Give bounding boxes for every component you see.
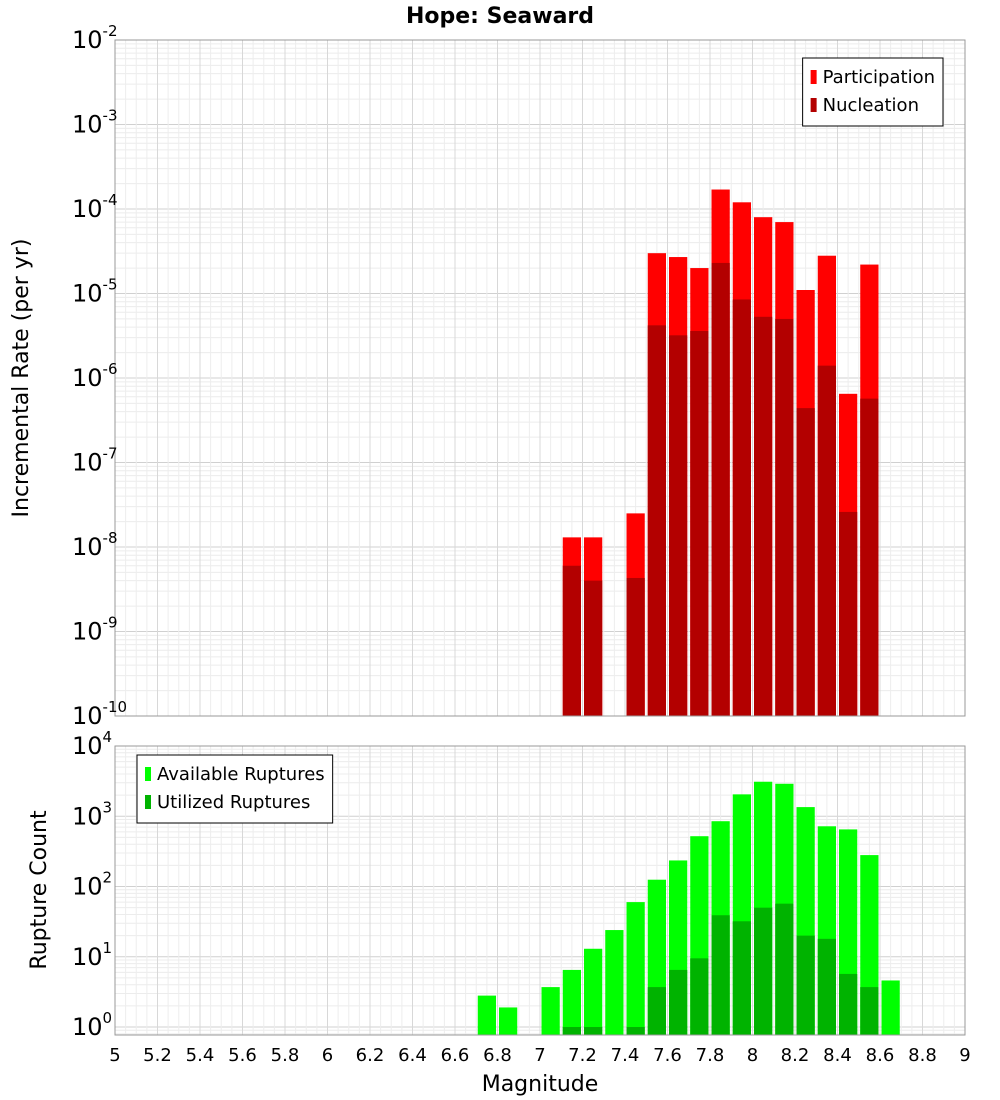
count-legend-swatch [145,795,151,809]
count-bar [584,1027,603,1035]
count-x-tick-label: 5 [109,1045,120,1066]
count-y-tick-label: 102 [72,869,112,901]
count-bar [839,973,858,1035]
rate-y-tick-label: 10-2 [72,22,118,54]
rate-legend-swatch [810,98,817,112]
rate-bar [817,365,836,716]
rate-y-tick-label: 10-6 [72,360,118,392]
rate-bar [775,318,794,716]
count-bar [796,935,815,1035]
count-legend: Available Ruptures Utilized Ruptures [136,754,334,824]
rate-y-ticks: 10-10 10-9 10-8 10-7 10-6 10-5 10-4 10-3 10-2 [72,22,127,730]
rate-bar [796,408,815,716]
rate-grid [114,40,966,717]
rate-y-tick-label: 10-4 [72,191,118,223]
count-x-tick-label: 9 [959,1045,970,1066]
count-bar [732,921,751,1035]
count-x-tick-label: 7.6 [653,1045,682,1066]
count-bar [626,902,645,1035]
rate-legend: Participation Nucleation [802,57,944,127]
rate-y-tick-label: 10-10 [72,698,127,730]
count-x-tick-label: 6 [322,1045,333,1066]
rate-bar [711,262,730,716]
legend-label: Nucleation [823,95,919,116]
count-bar [605,930,624,1035]
rate-bar [732,299,751,716]
rate-y-tick-label: 10-9 [72,614,118,646]
rate-bar [626,577,645,716]
rate-bar [754,316,773,716]
count-x-tick-label: 5.8 [271,1045,300,1066]
rate-y-tick-label: 10-3 [72,107,118,139]
rate-bar [860,398,879,716]
count-x-tick-label: 8.8 [908,1045,937,1066]
x-axis-label: Magnitude [482,1072,599,1097]
count-legend-swatch [145,767,151,781]
rate-legend-frame [802,57,944,127]
count-x-tick-label: 7 [534,1045,545,1066]
rate-y-tick-label: 10-5 [72,276,118,308]
count-y-tick-label: 100 [72,1009,112,1041]
count-x-ticks: 5 5.2 5.4 5.6 5.8 6 6.2 6.4 6.6 6.8 7 7.2 7.4 7.6 7.8 8… [109,1045,970,1066]
count-bar [584,948,603,1035]
count-bar [541,987,560,1035]
count-x-tick-label: 6.6 [441,1045,470,1066]
count-x-tick-label: 7.8 [696,1045,725,1066]
count-bar [562,969,581,1035]
count-x-tick-label: 8.4 [823,1045,852,1066]
rate-y-tick-label: 10-7 [72,445,118,477]
rate-y-tick-label: 10-8 [72,529,118,561]
count-bar [860,987,879,1035]
count-bar [477,995,496,1035]
rate-plot: 10-10 10-9 10-8 10-7 10-6 10-5 10-4 10-3 10-2 Par… [72,22,966,730]
count-x-tick-label: 6.2 [356,1045,385,1066]
rate-bar [669,335,688,716]
chart-title: Hope: Seaward [406,4,594,29]
rate-bar [562,565,581,716]
count-bar [881,980,900,1035]
rate-bar [690,330,709,716]
count-x-tick-label: 7.4 [611,1045,640,1066]
count-x-tick-label: 6.8 [483,1045,512,1066]
count-series-utilized-ruptures [562,903,879,1035]
legend-label: Available Ruptures [157,764,325,785]
count-x-tick-label: 8.2 [781,1045,810,1066]
count-bar [775,903,794,1035]
count-frame [114,745,966,1036]
count-bar [817,938,836,1035]
rupture-count-plot: 100 101 102 103 104 5 5.2 5.4 5.6 5.8 6 6.2 6.4 6.6 6.… [72,728,971,1066]
count-y-tick-label: 103 [72,798,112,830]
count-y-tick-label: 101 [72,939,112,971]
count-x-tick-label: 5.6 [228,1045,257,1066]
count-bar [626,1027,645,1035]
count-y-tick-label: 104 [72,728,112,760]
rate-bar [647,325,666,716]
rate-bar [584,580,603,716]
count-bar [647,987,666,1035]
count-x-tick-label: 5.2 [143,1045,172,1066]
count-bar [711,915,730,1035]
legend-label: Participation [823,67,935,88]
count-y-ticks: 100 101 102 103 104 [72,728,112,1041]
count-bar [669,969,688,1035]
count-x-tick-label: 8.6 [866,1045,895,1066]
legend-label: Utilized Ruptures [157,792,310,813]
count-x-tick-label: 6.4 [398,1045,427,1066]
count-bar [562,1027,581,1035]
rate-y-axis-label: Incremental Rate (per yr) [9,239,34,518]
count-legend-frame [136,754,334,824]
rate-bar [839,511,858,716]
count-x-tick-label: 8 [747,1045,758,1066]
count-y-axis-label: Rupture Count [27,810,52,970]
rate-frame [114,39,966,717]
rate-legend-swatch [810,70,817,84]
rate-series-nucleation [562,262,879,716]
count-x-tick-label: 5.4 [186,1045,215,1066]
count-x-tick-label: 7.2 [568,1045,597,1066]
count-bar [754,907,773,1035]
count-bar [690,958,709,1035]
count-bar [499,1007,518,1035]
